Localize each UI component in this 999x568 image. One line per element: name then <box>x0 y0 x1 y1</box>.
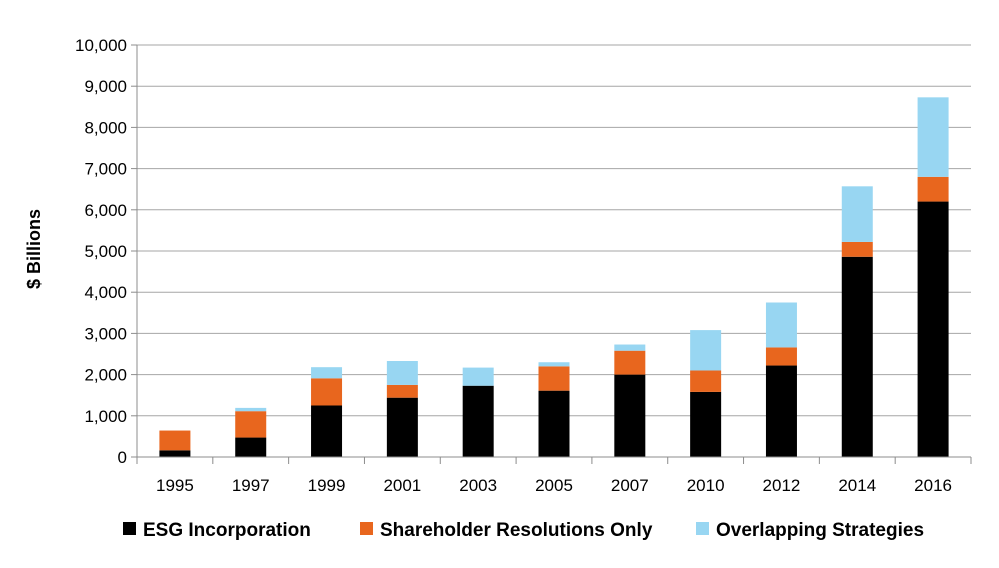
bar-segment-3 <box>538 362 570 367</box>
y-tick-label: 6,000 <box>84 201 127 220</box>
bar-segment-1 <box>765 365 797 457</box>
bar-segment-3 <box>841 186 873 242</box>
legend-label: Shareholder Resolutions Only <box>380 520 653 541</box>
y-tick-label: 0 <box>118 448 127 467</box>
bar-segment-2 <box>386 384 418 398</box>
bar-segment-1 <box>311 405 343 457</box>
legend: ESG Incorporation Shareholder Resolutions… <box>123 520 924 541</box>
bar-segment-2 <box>841 241 873 257</box>
bar-segment-2 <box>159 430 191 451</box>
x-tick-label: 1999 <box>308 476 346 495</box>
gridlines <box>137 44 971 417</box>
bar-segment-1 <box>159 450 191 457</box>
bar-segment-1 <box>841 256 873 457</box>
y-tick-labels: 0 1,000 2,000 3,000 4,000 5,000 6,000 7,000 8,00… <box>75 36 127 467</box>
x-tick-labels: 1995 1997 1999 2001 2003 2005 2007 2010 2012 2014… <box>156 476 952 495</box>
bar-segment-3 <box>462 367 494 386</box>
bar-segment-1 <box>538 390 570 457</box>
bars <box>159 97 949 457</box>
y-tick-label: 10,000 <box>75 36 127 55</box>
legend-swatch <box>360 522 373 535</box>
bar-segment-3 <box>765 302 797 348</box>
y-tick-label: 3,000 <box>84 324 127 343</box>
legend-label: Overlapping Strategies <box>716 520 924 541</box>
bar-segment-3 <box>311 367 343 379</box>
bar-segment-1 <box>917 201 949 457</box>
legend-swatch <box>696 522 709 535</box>
y-tick-label: 2,000 <box>84 366 127 385</box>
x-tick-label: 2012 <box>763 476 801 495</box>
y-tick-label: 4,000 <box>84 283 127 302</box>
x-tick-label: 2016 <box>914 476 952 495</box>
x-tick-label: 2001 <box>383 476 421 495</box>
bar-segment-1 <box>235 437 267 457</box>
bar-segment-2 <box>538 366 570 391</box>
y-tick-label: 8,000 <box>84 118 127 137</box>
bar-segment-3 <box>235 407 267 412</box>
y-tick-label: 9,000 <box>84 77 127 96</box>
legend-label: ESG Incorporation <box>143 520 311 541</box>
x-tick-label: 2003 <box>459 476 497 495</box>
bar-segment-1 <box>690 391 722 457</box>
bar-segment-1 <box>386 397 418 457</box>
bar-segment-2 <box>765 347 797 366</box>
bar-segment-3 <box>614 344 646 351</box>
bar-segment-3 <box>917 97 949 177</box>
bar-segment-1 <box>614 374 646 457</box>
legend-swatch <box>123 522 136 535</box>
bar-segment-2 <box>917 176 949 202</box>
x-tick-label: 2010 <box>687 476 725 495</box>
x-tick-label: 2014 <box>838 476 876 495</box>
y-tick-label: 5,000 <box>84 242 127 261</box>
x-tick-label: 1995 <box>156 476 194 495</box>
bar-segment-2 <box>235 411 267 438</box>
bar-segment-1 <box>462 385 494 457</box>
axes <box>131 44 972 464</box>
x-tick-label: 2005 <box>535 476 573 495</box>
y-tick-label: 7,000 <box>84 160 127 179</box>
bar-segment-2 <box>690 370 722 392</box>
x-tick-label: 1997 <box>232 476 270 495</box>
y-axis-title: $ Billions <box>24 209 44 289</box>
bar-segment-2 <box>311 378 343 406</box>
y-tick-label: 1,000 <box>84 407 127 426</box>
bar-segment-3 <box>690 330 722 371</box>
bar-segment-2 <box>614 350 646 375</box>
x-tick-label: 2007 <box>611 476 649 495</box>
bar-segment-3 <box>386 361 418 385</box>
